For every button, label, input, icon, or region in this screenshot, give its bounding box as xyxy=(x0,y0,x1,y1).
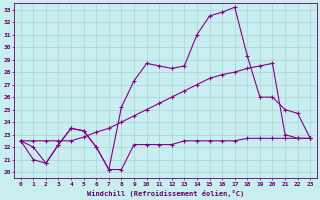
X-axis label: Windchill (Refroidissement éolien,°C): Windchill (Refroidissement éolien,°C) xyxy=(87,190,244,197)
